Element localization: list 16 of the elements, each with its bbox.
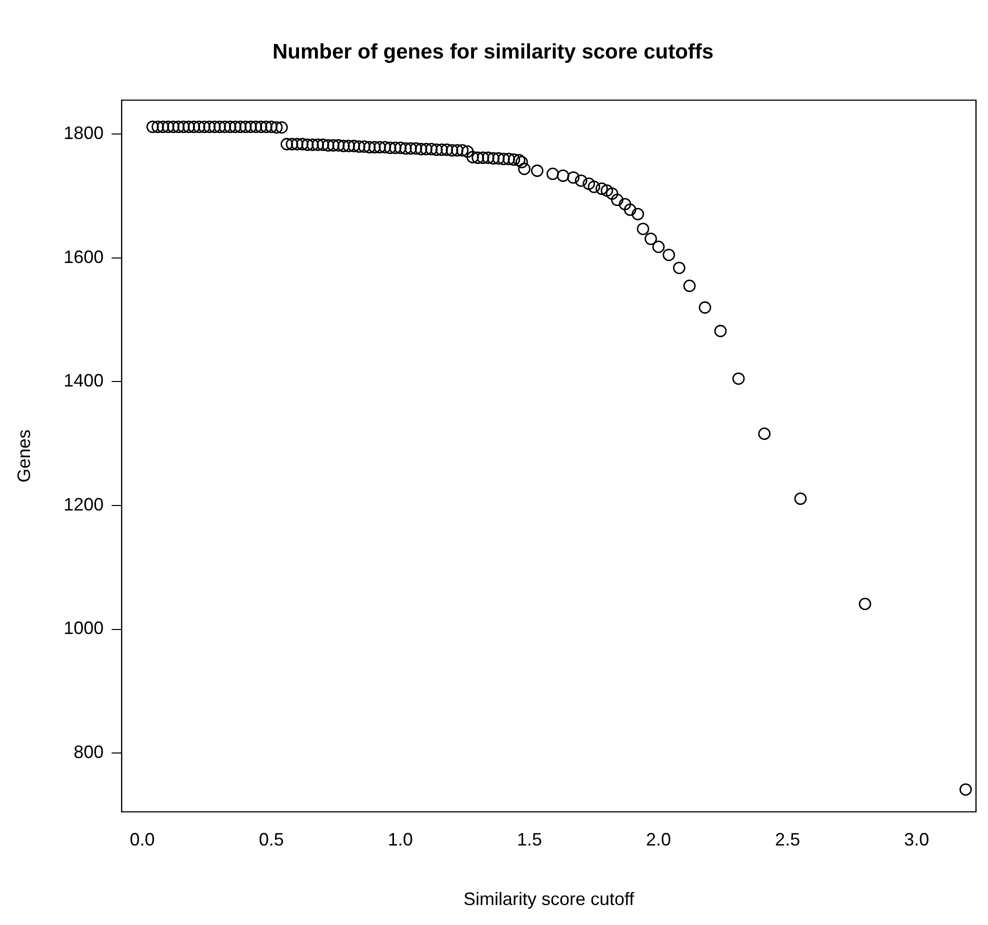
y-tick-label: 1600 (64, 246, 104, 267)
x-tick-label: 1.0 (388, 830, 413, 850)
y-tick-label: 1200 (64, 494, 104, 514)
y-tick-label: 1000 (64, 618, 104, 638)
y-tick-label: 1800 (64, 123, 104, 144)
x-tick-label: 0.0 (130, 830, 155, 850)
y-tick-label: 1400 (64, 370, 104, 391)
x-tick-label: 2.5 (775, 830, 800, 850)
x-tick-label: 2.0 (646, 830, 672, 850)
x-axis-title: Similarity score cutoff (463, 889, 636, 910)
x-tick-label: 1.5 (516, 830, 542, 850)
x-tick-label: 0.5 (258, 830, 284, 850)
y-tick-label: 800 (74, 742, 104, 762)
y-axis-title: Genes (14, 429, 34, 483)
chart-title: Number of genes for similarity score cutoffs (272, 40, 714, 64)
x-tick-label: 3.0 (904, 830, 930, 850)
